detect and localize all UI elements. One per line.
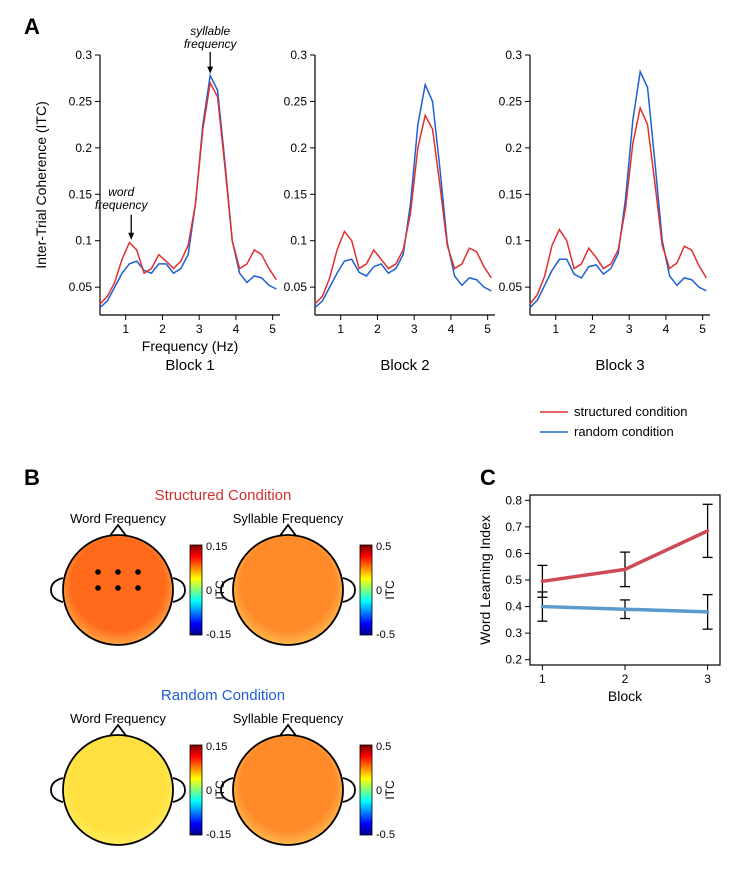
ytick-label: 0.3 <box>75 48 92 62</box>
panel-label-c: C <box>480 465 496 490</box>
ytick-label: 0.2 <box>75 141 92 155</box>
block-label: Block 3 <box>595 357 644 374</box>
xtick-label: 4 <box>448 322 455 336</box>
topomap-column-title: Word Frequency <box>70 711 166 726</box>
ytick-label: 0.15 <box>69 187 93 201</box>
annotation-syllable: syllable <box>190 24 230 38</box>
panel-label-b: B <box>24 465 40 490</box>
itc-line-structured <box>315 115 491 304</box>
colorbar-label: ITC <box>213 580 227 600</box>
panelC-ytick: 0.2 <box>505 653 522 667</box>
ytick-label: 0.25 <box>69 94 93 108</box>
colorbar <box>190 545 202 635</box>
xtick-label: 5 <box>484 322 491 336</box>
annotation-syllable2: frequency <box>184 37 238 51</box>
topomap-head <box>63 735 173 845</box>
condition-title: Structured Condition <box>155 487 292 504</box>
colorbar-zero: 0 <box>206 585 212 597</box>
colorbar-zero: 0 <box>376 785 382 797</box>
xtick-label: 5 <box>269 322 276 336</box>
panelC-ytick: 0.8 <box>505 493 522 507</box>
topomap-head <box>233 735 343 845</box>
topomap-column-title: Syllable Frequency <box>233 511 344 526</box>
electrode-marker <box>115 569 121 575</box>
xtick-label: 4 <box>233 322 240 336</box>
ytick-label: 0.3 <box>505 48 522 62</box>
colorbar-zero: 0 <box>376 585 382 597</box>
xtick-label: 3 <box>626 322 633 336</box>
colorbar-max: 0.5 <box>376 541 391 553</box>
ytick-label: 0.05 <box>284 280 308 294</box>
ytick-label: 0.05 <box>499 280 523 294</box>
colorbar <box>360 545 372 635</box>
panelC-ytick: 0.5 <box>505 573 522 587</box>
panelC-xtick: 3 <box>704 672 711 686</box>
panelA-ylabel: Inter-Trial Coherence (ITC) <box>33 101 49 269</box>
itc-line-structured <box>530 108 706 304</box>
colorbar <box>360 745 372 835</box>
figure-svg: ABC0.050.10.150.20.250.312345Block 10.05… <box>0 0 752 891</box>
colorbar-min: -0.15 <box>206 629 231 641</box>
topomap-head <box>233 535 343 645</box>
ytick-label: 0.2 <box>505 141 522 155</box>
xtick-label: 2 <box>374 322 381 336</box>
annotation-word: word <box>108 185 134 199</box>
ytick-label: 0.25 <box>499 94 523 108</box>
block-label: Block 1 <box>165 357 214 374</box>
xtick-label: 2 <box>159 322 166 336</box>
ytick-label: 0.2 <box>290 141 307 155</box>
electrode-marker <box>135 569 141 575</box>
colorbar-label: ITC <box>213 780 227 800</box>
panelC-ytick: 0.7 <box>505 520 522 534</box>
colorbar-min: -0.5 <box>376 629 395 641</box>
colorbar-label: ITC <box>383 780 397 800</box>
legend-label: random condition <box>574 424 674 439</box>
ytick-label: 0.05 <box>69 280 93 294</box>
ytick-label: 0.15 <box>284 187 308 201</box>
panel-label-a: A <box>24 14 40 39</box>
colorbar-min: -0.5 <box>376 829 395 841</box>
colorbar-max: 0.15 <box>206 541 227 553</box>
legend-label: structured condition <box>574 404 687 419</box>
panelC-ytick: 0.6 <box>505 546 522 560</box>
electrode-marker <box>95 585 101 591</box>
itc-line-random <box>315 85 491 308</box>
xtick-label: 5 <box>699 322 706 336</box>
ytick-label: 0.1 <box>75 234 92 248</box>
topomap-column-title: Word Frequency <box>70 511 166 526</box>
ytick-label: 0.3 <box>290 48 307 62</box>
colorbar-zero: 0 <box>206 785 212 797</box>
xtick-label: 4 <box>663 322 670 336</box>
colorbar <box>190 745 202 835</box>
panelC-xtick: 1 <box>539 672 546 686</box>
electrode-marker <box>95 569 101 575</box>
itc-line-random <box>530 72 706 308</box>
condition-title: Random Condition <box>161 687 285 704</box>
annotation-word2: frequency <box>95 198 149 212</box>
panelC-xlabel: Block <box>608 688 643 704</box>
topomap-column-title: Syllable Frequency <box>233 711 344 726</box>
xtick-label: 1 <box>337 322 344 336</box>
colorbar-min: -0.15 <box>206 829 231 841</box>
panelC-ytick: 0.4 <box>505 600 522 614</box>
panelC-ylabel: Word Learning Index <box>477 515 493 645</box>
panelC-ytick: 0.3 <box>505 626 522 640</box>
xtick-label: 1 <box>552 322 559 336</box>
colorbar-max: 0.5 <box>376 741 391 753</box>
block-label: Block 2 <box>380 357 429 374</box>
xtick-label: 3 <box>196 322 203 336</box>
electrode-marker <box>135 585 141 591</box>
ytick-label: 0.15 <box>499 187 523 201</box>
ytick-label: 0.25 <box>284 94 308 108</box>
panelA-xlabel: Frequency (Hz) <box>142 338 238 354</box>
ytick-label: 0.1 <box>505 234 522 248</box>
electrode-marker <box>115 585 121 591</box>
panelC-xtick: 2 <box>622 672 629 686</box>
xtick-label: 3 <box>411 322 418 336</box>
colorbar-max: 0.15 <box>206 741 227 753</box>
colorbar-label: ITC <box>383 580 397 600</box>
xtick-label: 2 <box>589 322 596 336</box>
xtick-label: 1 <box>122 322 129 336</box>
ytick-label: 0.1 <box>290 234 307 248</box>
